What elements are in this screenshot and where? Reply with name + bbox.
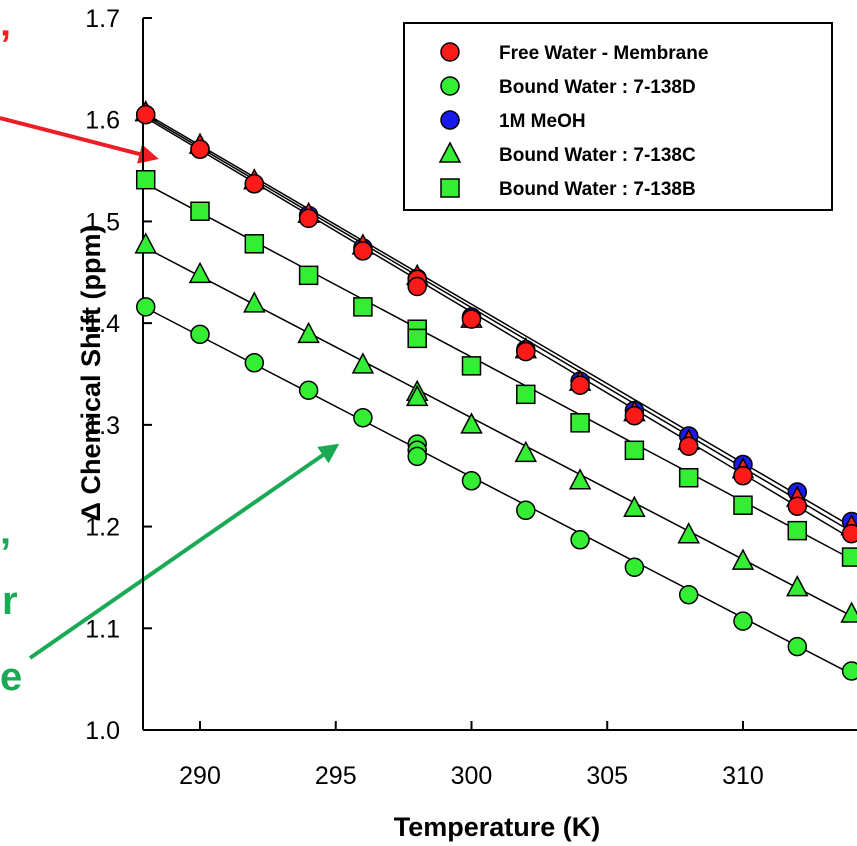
annotation-layer: ’ ’ r e [0,23,340,699]
y-tick-label: 1.6 [85,107,120,135]
data-point [570,375,590,395]
data-point [188,261,212,284]
y-axis-title: Δ Chemical Shift (ppm) [76,225,106,522]
data-point [407,328,427,349]
x-tick-label: 300 [451,762,493,790]
data-point [243,291,266,313]
data-point [516,341,536,362]
data-point [298,380,319,401]
x-tick-label: 295 [315,762,357,790]
data-points [134,99,857,681]
data-point [624,557,645,578]
data-point [135,169,156,190]
data-point [407,446,427,467]
annotation-red-mark: ’ [0,23,11,67]
data-point [841,547,857,567]
data-point [733,611,753,631]
data-point [190,324,210,345]
series-group [135,169,857,567]
series-group [135,104,857,544]
data-point [405,384,429,407]
legend-label: 1M MeOH [499,111,586,132]
legend-marker [440,42,460,62]
data-point [787,520,808,541]
data-point [787,496,808,516]
y-tick-label: 1.7 [85,5,120,33]
data-point [353,407,373,428]
y-tick-label: 1.5 [85,208,120,236]
data-point [134,232,157,254]
data-point [568,468,592,490]
data-point [677,522,700,544]
x-axis-title: Temperature (K) [394,812,601,842]
annotation-green-mark-1: ’ [0,531,11,575]
data-point [244,174,265,194]
legend-marker [438,141,462,163]
legend-marker [440,110,460,130]
data-point [841,661,857,681]
data-point [407,276,427,297]
legend-marker [440,178,460,198]
data-point [514,440,538,463]
legend-label: Free Water - Membrane [499,43,708,64]
data-point [516,384,536,405]
y-tick-label: 1.1 [85,615,120,643]
data-point [244,234,265,254]
data-point [570,530,590,550]
data-point [841,523,857,544]
data-point [461,309,482,329]
annotation-arrow-red [0,116,159,164]
legend-label: Bound Water : 7-138C [499,145,696,166]
data-point [786,574,809,597]
data-point [461,471,482,491]
legend-marker [440,76,460,96]
legend-label: Bound Water : 7-138B [499,179,696,200]
data-point [733,465,753,486]
data-point [787,636,808,657]
annotation-arrow-green [28,443,340,660]
y-tick-label: 1.3 [85,412,120,440]
x-tick-label: 305 [586,762,628,790]
data-point [460,412,483,434]
data-point [624,440,645,461]
data-point [678,584,699,605]
data-point [516,500,536,521]
legend-box [403,22,833,211]
x-tick-label: 310 [722,762,764,790]
series-group [134,232,857,623]
data-point [190,201,210,222]
x-tick-label: 290 [179,762,221,790]
annotation-green-mark-3: e [0,655,22,699]
data-point [135,104,156,125]
y-tick-label: 1.4 [85,310,120,338]
data-point [733,495,753,515]
data-point [244,353,265,373]
data-point [570,413,590,433]
data-point [678,436,699,456]
data-point [190,139,210,159]
series-group [135,297,857,681]
annotation-green-mark-2: r [2,579,18,623]
data-point [135,297,156,317]
legend-label: Bound Water : 7-138D [499,77,696,98]
data-point [353,297,373,317]
y-tick-label: 1.2 [85,514,120,542]
data-point [353,241,373,261]
y-tick-label: 1.0 [85,717,120,745]
fit-line [145,307,852,675]
data-point [461,356,482,376]
data-point [297,321,320,344]
data-point [624,405,645,426]
data-point [678,467,699,488]
data-point [298,265,319,286]
data-point [731,548,755,570]
plot-frame [142,18,857,731]
data-point [351,352,375,374]
data-point [623,495,646,518]
axis-ticks: 290 295 300 305 310 1.0 1.1 1.2 1.3 1.4 1.5 1.6 1.7 [85,5,764,790]
data-point [298,208,319,229]
legend: Free Water - Membrane Bound Water : 7-138… [403,22,833,211]
